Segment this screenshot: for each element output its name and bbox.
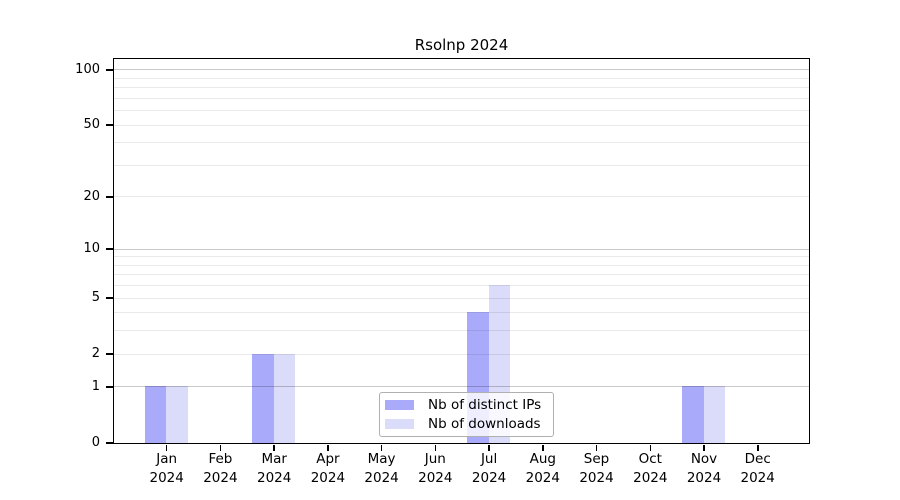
x-axis-tick-label: Oct 2024 bbox=[633, 451, 668, 486]
x-axis-tick bbox=[542, 444, 544, 451]
x-axis-tick bbox=[649, 444, 651, 451]
x-axis-tick bbox=[434, 444, 437, 451]
x-axis-tick-label: Aug 2024 bbox=[525, 451, 560, 486]
y-axis-tick-label: 5 bbox=[91, 290, 100, 306]
plot-area bbox=[112, 57, 810, 444]
legend-swatch-downloads bbox=[385, 419, 414, 429]
legend-label-downloads: Nb of downloads bbox=[428, 416, 541, 432]
y-axis-tick-label: 1 bbox=[91, 378, 100, 394]
y-axis-tick bbox=[105, 248, 113, 250]
legend-row: Nb of distinct IPs bbox=[385, 397, 545, 414]
y-axis-tick-label: 50 bbox=[83, 117, 100, 133]
y-axis-tick bbox=[105, 297, 113, 299]
x-axis-tick-label: May 2024 bbox=[364, 451, 399, 486]
x-axis-tick bbox=[757, 444, 759, 451]
y-axis-tick-label: 0 bbox=[91, 435, 100, 450]
x-axis-tick-label: Apr 2024 bbox=[310, 451, 346, 486]
y-axis-tick bbox=[105, 386, 113, 388]
legend-row: Nb of downloads bbox=[385, 416, 545, 433]
bar-distinct-ips bbox=[682, 386, 704, 443]
x-axis-tick-label: Jan 2024 bbox=[149, 451, 184, 486]
bar-distinct-ips bbox=[144, 386, 167, 443]
x-axis-tick-label: Jul 2024 bbox=[471, 451, 507, 486]
x-axis-tick-label: Feb 2024 bbox=[203, 451, 238, 486]
y-axis-tick bbox=[105, 69, 113, 71]
x-axis-tick-label: Nov 2024 bbox=[686, 451, 722, 486]
x-axis-tick-label: Sep 2024 bbox=[579, 451, 614, 486]
y-axis-tick-label: 100 bbox=[75, 61, 100, 77]
legend: Nb of distinct IPs Nb of downloads bbox=[379, 392, 554, 437]
y-axis-tick bbox=[105, 353, 113, 355]
y-axis-tick bbox=[105, 196, 113, 198]
y-axis-tick-label: 20 bbox=[83, 188, 100, 204]
x-axis-tick bbox=[219, 444, 222, 451]
bar-distinct-ips bbox=[252, 353, 274, 443]
legend-swatch-distinct-ips bbox=[385, 400, 414, 410]
bar-downloads bbox=[703, 386, 725, 443]
x-axis-tick-label: Jun 2024 bbox=[418, 451, 453, 486]
bars-layer bbox=[114, 59, 809, 443]
x-axis-tick bbox=[380, 444, 383, 451]
x-axis-tick bbox=[327, 444, 329, 451]
chart-title: Rsolnp 2024 bbox=[414, 36, 509, 54]
y-axis-tick bbox=[105, 124, 113, 126]
bar-downloads bbox=[166, 386, 188, 443]
x-axis-tick-label: Mar 2024 bbox=[257, 451, 292, 486]
y-axis-tick-label: 10 bbox=[83, 241, 100, 257]
x-axis-tick bbox=[273, 444, 275, 451]
x-axis-tick bbox=[703, 444, 705, 451]
x-axis-tick bbox=[595, 444, 598, 451]
legend-label-distinct-ips: Nb of distinct IPs bbox=[428, 397, 542, 413]
x-axis-tick-label: Dec 2024 bbox=[740, 451, 775, 486]
bar-downloads bbox=[273, 353, 296, 443]
x-axis-tick bbox=[165, 444, 168, 451]
x-axis-tick bbox=[488, 444, 490, 451]
y-axis-tick-label: 2 bbox=[91, 346, 100, 362]
y-axis-tick bbox=[105, 442, 113, 444]
